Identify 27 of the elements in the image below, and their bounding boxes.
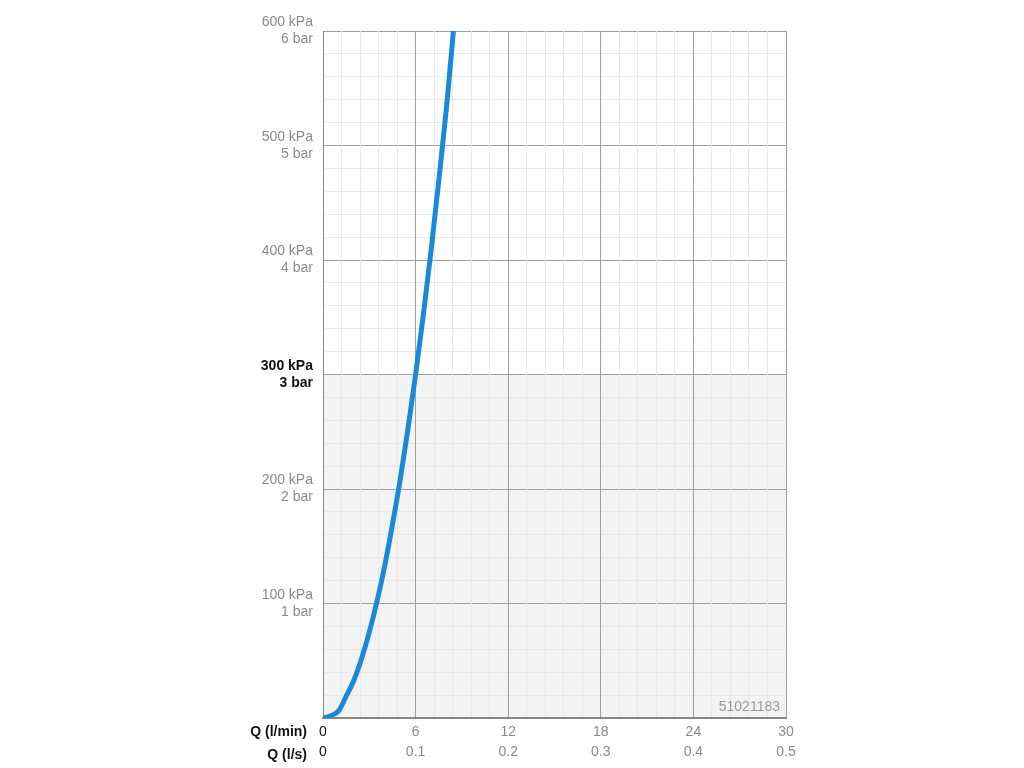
x2-tick-label: 0.2 xyxy=(498,743,519,760)
x-axis-title: Q (l/min) xyxy=(250,722,307,739)
y-tick-label: 300 kPa xyxy=(260,356,314,373)
y2-tick-label: 2 bar xyxy=(281,488,314,505)
y2-tick-label: 4 bar xyxy=(281,259,314,276)
x2-tick-label: 0.4 xyxy=(683,743,704,760)
x2-tick-label: 0.1 xyxy=(405,743,426,760)
y2-tick-label: 5 bar xyxy=(281,144,314,161)
x-tick-label: 0 xyxy=(319,723,328,740)
y-tick-label: 600 kPa xyxy=(261,13,314,30)
x2-tick-label: 0.5 xyxy=(776,743,796,760)
y2-tick-label: 1 bar xyxy=(281,602,314,619)
x-tick-label: 6 xyxy=(411,723,420,740)
x-tick-label: 24 xyxy=(685,723,702,740)
y-tick-label: 200 kPa xyxy=(261,471,314,488)
annotation: 51021183 xyxy=(718,697,781,714)
x2-tick-label: 0.3 xyxy=(591,743,611,760)
y-tick-label: 500 kPa xyxy=(261,127,314,144)
y2-tick-label: 6 bar xyxy=(281,30,314,47)
y-tick-label: 100 kPa xyxy=(261,585,314,602)
x2-tick-label: 0 xyxy=(319,743,328,760)
x-tick-label: 30 xyxy=(778,723,794,740)
x-tick-label: 18 xyxy=(593,723,609,740)
x2-axis-title: Q (l/s) xyxy=(267,745,307,762)
y-tick-label: 400 kPa xyxy=(261,242,314,259)
y2-tick-label: 3 bar xyxy=(279,373,314,390)
x-tick-label: 12 xyxy=(500,723,517,740)
